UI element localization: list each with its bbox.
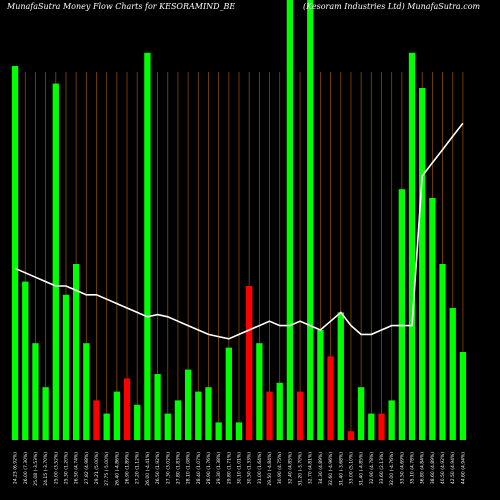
money-flow-line <box>14 122 464 340</box>
bar <box>439 264 446 440</box>
x-tick-label: 26.40 (-4.86%) <box>114 452 120 486</box>
x-tick-label: 25.30 (1.20%) <box>63 452 69 484</box>
x-tick-label: 24.23 (6.92%) <box>13 452 19 484</box>
x-tick-label: 28.90 (1.76%) <box>206 452 212 484</box>
bar <box>347 431 355 440</box>
x-tick-label: 33.60 (2.13%) <box>379 452 385 484</box>
x-tick-label: 35.10 (4.78%) <box>410 452 416 484</box>
bars <box>11 0 467 441</box>
bar <box>154 374 161 440</box>
bar <box>73 264 80 440</box>
bar <box>62 294 70 440</box>
bar <box>164 413 171 440</box>
bar <box>52 83 59 440</box>
bar <box>42 387 49 440</box>
bar <box>215 422 222 440</box>
x-tick-label: 31.00 (1.64%) <box>257 452 263 484</box>
x-tick-label: 30.50 (1.33%) <box>247 452 253 484</box>
x-tick-label: 27.75 (-5.00%) <box>104 452 110 486</box>
x-tick-label: 25.08 (-3.53%) <box>33 452 39 486</box>
bar <box>368 413 375 440</box>
bar <box>205 387 212 440</box>
x-tick-label: 31.20 (-3.70%) <box>298 452 304 486</box>
bar <box>419 88 426 440</box>
x-tick-label: 29.80 (1.71%) <box>226 452 232 484</box>
x-tick-label: 38.60 (4.89%) <box>430 452 436 484</box>
bar <box>266 391 273 440</box>
chart-title-left: MunafaSutra Money Flow Charts for KESORA… <box>6 2 235 11</box>
bar <box>195 391 202 440</box>
x-tick-label: 36.80 (4.84%) <box>420 452 426 484</box>
x-tick-label: 33.00 (5.10%) <box>348 452 354 484</box>
x-tick-label: 40.50 (4.92%) <box>440 452 446 484</box>
x-tick-label: 24.15 (-3.70%) <box>43 452 49 486</box>
bar <box>32 343 39 440</box>
bar <box>123 378 131 440</box>
bar <box>296 391 304 440</box>
bar <box>174 400 182 440</box>
x-axis-labels: 24.23 (6.92%) 26.00 (7.30%) 25.08 (-3.53%)… <box>13 452 467 486</box>
x-tick-label: 25.00 (3.52%) <box>53 452 59 484</box>
x-tick-label: 26.00 (-4.41%) <box>145 452 151 486</box>
x-tick-label: 29.21 (5.00%) <box>94 452 100 484</box>
bar <box>11 66 19 440</box>
x-tick-label: 27.80 (1.83%) <box>175 452 181 484</box>
bar <box>184 369 192 440</box>
bar <box>357 387 365 440</box>
x-tick-label: 33.50 (4.69%) <box>399 452 405 484</box>
x-tick-label: 30.10 (1.01%) <box>237 452 243 484</box>
bar <box>235 422 243 440</box>
x-tick-label: 32.70 (4.81%) <box>308 452 314 484</box>
bar <box>83 343 90 440</box>
bar <box>449 308 456 440</box>
bar <box>246 286 253 440</box>
x-tick-label: 31.40 (-3.68%) <box>338 452 344 486</box>
bar <box>378 413 385 440</box>
x-tick-label: 30.90 (4.75%) <box>277 452 283 484</box>
bar <box>408 52 416 441</box>
bar <box>22 281 29 440</box>
bar <box>429 198 436 440</box>
bar <box>103 413 110 440</box>
x-tick-label: 27.20 (1.12%) <box>135 452 141 484</box>
x-tick-label: 32.40 (4.85%) <box>287 452 293 484</box>
bar <box>144 52 151 441</box>
bar <box>256 343 263 440</box>
bar <box>113 391 121 440</box>
x-tick-label: 42.50 (4.94%) <box>450 452 456 484</box>
x-tick-label: 29.50 (-4.84%) <box>267 452 273 486</box>
x-tick-label: 27.82 (4.98%) <box>84 452 90 484</box>
x-tick-label: 34.30 (4.89%) <box>318 452 324 484</box>
bar <box>459 352 467 440</box>
x-tick-label: 28.40 (1.07%) <box>196 452 202 484</box>
bar <box>388 400 395 440</box>
bar <box>317 330 324 440</box>
bar <box>93 400 100 440</box>
bar <box>286 0 294 440</box>
x-tick-label: 27.30 (3.02%) <box>165 452 171 484</box>
x-tick-label: 26.50 (4.74%) <box>74 452 80 484</box>
x-tick-label: 32.90 (4.78%) <box>369 452 375 484</box>
bar <box>276 382 283 440</box>
x-tick-label: 32.00 (-4.76%) <box>389 452 395 486</box>
x-tick-label: 44.60 (4.94%) <box>460 452 466 484</box>
bar <box>337 312 344 440</box>
bar <box>398 189 405 440</box>
bar <box>225 347 232 440</box>
bar <box>134 404 141 440</box>
x-tick-label: 31.40 (-4.85%) <box>359 452 365 486</box>
x-tick-label: 29.30 (1.38%) <box>216 452 222 484</box>
x-tick-label: 26.50 (1.92%) <box>155 452 161 484</box>
chart-title-right: (Kesoram Industries Ltd) MunafaSutra.com <box>303 2 481 11</box>
bar <box>327 356 334 440</box>
bar <box>307 0 314 440</box>
x-tick-label: 32.60 (-4.96%) <box>328 452 334 486</box>
x-tick-label: 26.90 (1.89%) <box>125 452 131 484</box>
x-tick-label: 28.10 (1.08%) <box>186 452 192 484</box>
x-tick-label: 26.00 (7.30%) <box>23 452 29 484</box>
